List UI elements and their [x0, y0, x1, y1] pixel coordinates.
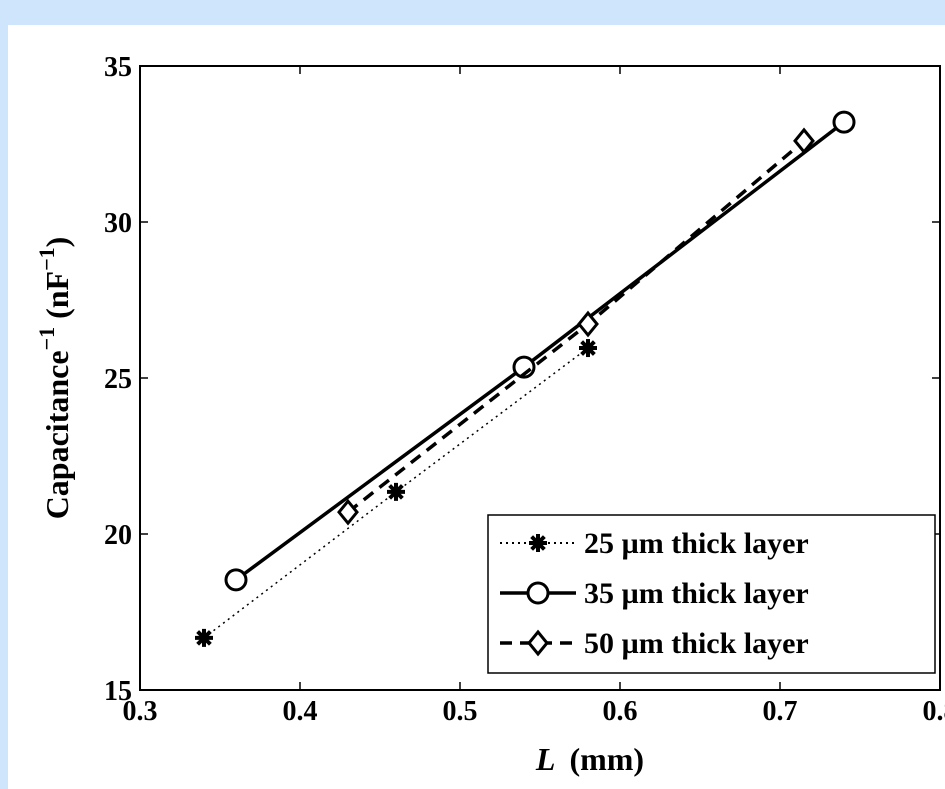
x-label-unit: (mm) [569, 741, 644, 777]
series-line [234, 120, 846, 582]
marker [793, 127, 815, 155]
diamond-shape [527, 629, 549, 657]
legend-label: 50 µm thick layer [584, 627, 809, 660]
plot-frame [139, 65, 941, 691]
marker [224, 568, 248, 592]
asterisk-stroke [196, 630, 212, 646]
marker [579, 339, 597, 358]
marker [195, 628, 213, 647]
y-tick-label: 35 [104, 52, 132, 83]
diamond-shape [337, 498, 359, 526]
y-label-part: −1 [34, 247, 59, 271]
y-tick-label: 20 [104, 520, 132, 551]
x-axis-label: L (mm) [535, 741, 644, 777]
y-label-part: −1 [34, 327, 59, 351]
x-tick-label: 0.3 [123, 696, 158, 727]
y-tick-label: 30 [104, 208, 132, 239]
marker [387, 482, 405, 501]
marker [529, 534, 547, 552]
marker [337, 498, 359, 526]
marker [832, 110, 856, 134]
circle-shape [224, 568, 248, 592]
y-label-part: Capacitance [39, 350, 75, 519]
asterisk-stroke [580, 340, 596, 356]
y-tick-label: 15 [104, 676, 132, 707]
y-tick-label: 25 [104, 364, 132, 395]
marker [526, 581, 550, 605]
legend-label: 35 µm thick layer [584, 577, 809, 610]
y-label-part: ) [39, 237, 75, 248]
y-label-part: (nF [39, 271, 75, 327]
legend-label: 25 µm thick layer [584, 527, 809, 560]
circle-shape [832, 110, 856, 134]
x-tick-label: 0.8 [923, 696, 945, 727]
asterisk-stroke [530, 535, 546, 551]
marker [527, 629, 549, 657]
x-tick-label: 0.7 [763, 696, 798, 727]
x-label-symbol: L [535, 741, 556, 777]
y-axis-label: Capacitance−1 (nF−1) [34, 237, 75, 520]
circle-shape [526, 581, 550, 605]
x-tick-label: 0.4 [283, 696, 318, 727]
diamond-shape [577, 310, 599, 338]
x-tick-label: 0.5 [443, 696, 478, 727]
x-tick-label: 0.6 [603, 696, 638, 727]
marker [577, 310, 599, 338]
asterisk-stroke [388, 484, 404, 500]
diamond-shape [793, 127, 815, 155]
